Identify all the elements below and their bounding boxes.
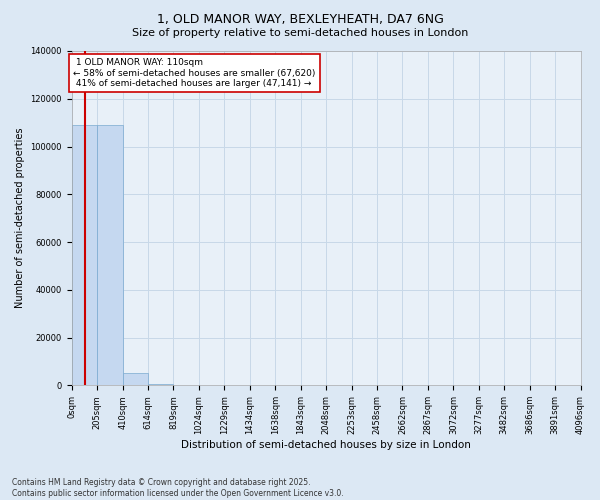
Bar xyxy=(148,384,173,386)
Text: 1 OLD MANOR WAY: 110sqm
← 58% of semi-detached houses are smaller (67,620)
 41% : 1 OLD MANOR WAY: 110sqm ← 58% of semi-de… xyxy=(73,58,316,88)
Bar xyxy=(97,125,122,386)
Text: Contains HM Land Registry data © Crown copyright and database right 2025.
Contai: Contains HM Land Registry data © Crown c… xyxy=(12,478,344,498)
Bar xyxy=(72,125,97,386)
Bar xyxy=(122,374,148,386)
Text: Size of property relative to semi-detached houses in London: Size of property relative to semi-detach… xyxy=(132,28,468,38)
X-axis label: Distribution of semi-detached houses by size in London: Distribution of semi-detached houses by … xyxy=(181,440,471,450)
Text: 1, OLD MANOR WAY, BEXLEYHEATH, DA7 6NG: 1, OLD MANOR WAY, BEXLEYHEATH, DA7 6NG xyxy=(157,12,443,26)
Y-axis label: Number of semi-detached properties: Number of semi-detached properties xyxy=(15,128,25,308)
